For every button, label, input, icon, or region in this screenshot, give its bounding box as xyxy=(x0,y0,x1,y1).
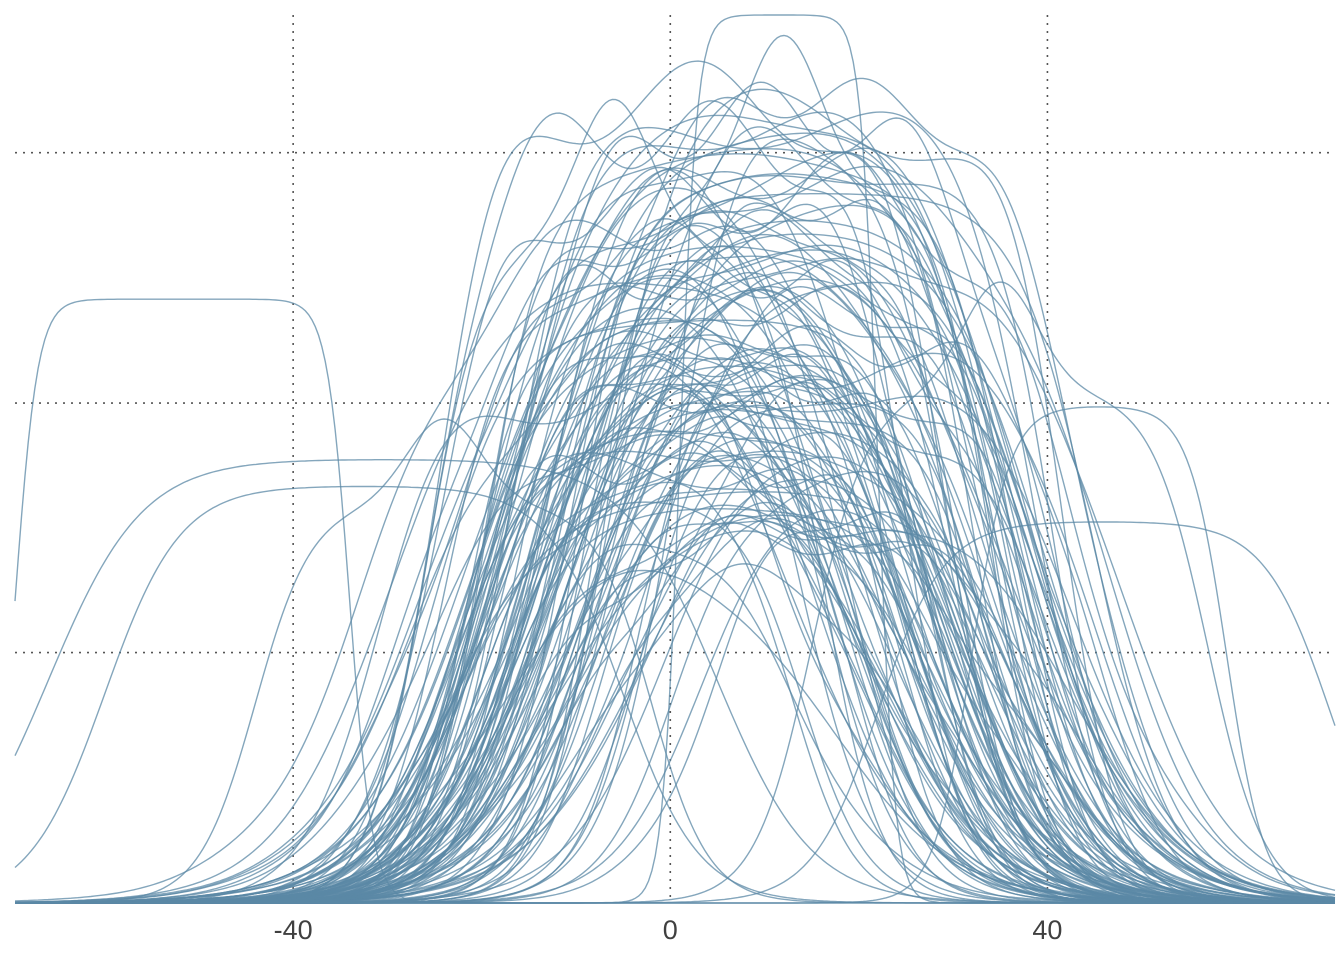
density-curve xyxy=(15,376,1336,904)
density-curve xyxy=(15,249,1336,904)
density-curve xyxy=(15,166,1335,904)
grid-lines xyxy=(15,15,1335,903)
density-curve xyxy=(15,402,1335,904)
density-curve xyxy=(15,147,1336,904)
density-curve xyxy=(15,470,1335,904)
x-tick-label: -40 xyxy=(274,915,313,945)
density-curve xyxy=(14,218,1336,904)
density-curve xyxy=(15,233,1335,904)
density-curve xyxy=(15,244,1335,904)
density-curve-left-shoulder xyxy=(14,459,1335,904)
density-curve xyxy=(15,364,1335,904)
x-tick-label: 40 xyxy=(1032,915,1062,945)
x-axis-ticks: -40 0 40 xyxy=(274,915,1063,945)
density-curve xyxy=(15,431,1336,904)
density-curve xyxy=(14,210,1336,903)
density-curve xyxy=(15,138,1335,904)
density-curve xyxy=(14,219,1335,903)
density-curves xyxy=(14,14,1336,904)
x-tick-label: 0 xyxy=(663,915,678,945)
density-curve xyxy=(15,170,1335,904)
density-curve xyxy=(15,431,1336,904)
density-curve xyxy=(15,400,1335,904)
density-curve xyxy=(15,307,1335,904)
density-curve xyxy=(15,198,1336,904)
density-curve xyxy=(15,317,1335,904)
density-curve xyxy=(14,224,1336,904)
density-curve xyxy=(15,193,1336,904)
density-curve xyxy=(15,357,1335,904)
density-curve xyxy=(15,165,1336,904)
density-curve xyxy=(15,114,1335,904)
density-curve xyxy=(15,403,1335,904)
density-curve-plateau-top xyxy=(15,14,1335,904)
density-curve xyxy=(15,430,1335,904)
density-curve xyxy=(15,468,1336,904)
density-curve xyxy=(15,415,1336,904)
density-curve xyxy=(15,452,1336,904)
density-curve-left-broad xyxy=(14,485,1335,904)
